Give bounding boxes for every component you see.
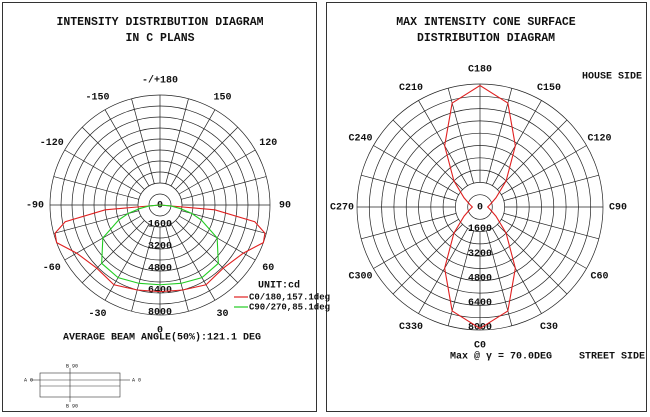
grid-spoke <box>361 174 457 201</box>
angle-tick-label: C180 <box>468 65 492 76</box>
r-tick-label: 8000 <box>148 308 172 319</box>
angle-tick-label: C330 <box>399 322 423 333</box>
annotation: Max @ γ = 70.0DEG <box>450 351 552 363</box>
angle-tick-label: -150 <box>85 92 109 103</box>
grid-ring <box>148 193 172 217</box>
r-tick-label: 3200 <box>468 249 492 260</box>
r-tick-label: 4800 <box>148 264 172 275</box>
grid-spoke <box>486 88 513 184</box>
grid-spoke <box>181 210 267 234</box>
grid-spoke <box>104 109 150 187</box>
left-panel <box>2 2 317 412</box>
annotation: HOUSE SIDE <box>582 72 642 83</box>
angle-tick-label: C60 <box>591 272 609 283</box>
grid-spoke <box>361 213 457 240</box>
luminaire-sketch <box>30 368 130 402</box>
grid-spoke <box>175 220 239 284</box>
grid-spoke <box>170 109 216 187</box>
grid-spoke <box>447 88 474 184</box>
chart-title: DISTRIBUTION DIAGRAM <box>417 32 555 45</box>
grid-spoke <box>53 176 139 200</box>
r-tick-label: 0 <box>157 201 163 212</box>
sketch-label: A 0 <box>132 377 141 383</box>
r-tick-label: 1600 <box>148 220 172 231</box>
angle-tick-label: 0 <box>157 326 163 337</box>
grid-spoke <box>392 119 463 190</box>
grid-spoke <box>165 98 189 184</box>
grid-spoke <box>175 126 239 190</box>
angle-tick-label: C150 <box>537 83 561 94</box>
grid-spoke <box>392 224 463 295</box>
grid-spoke <box>373 218 459 269</box>
angle-tick-label: 60 <box>262 263 274 274</box>
annotation: AVERAGE BEAM ANGLE(50%):121.1 DEG <box>63 332 261 344</box>
grid-spoke <box>503 174 599 201</box>
legend-label: C0/180,157.1deg <box>249 292 330 302</box>
grid-spoke <box>131 98 155 184</box>
grid-spoke <box>170 223 216 301</box>
r-tick-label: 3200 <box>148 242 172 253</box>
angle-tick-label: -90 <box>26 201 44 212</box>
angle-tick-label: -/+180 <box>142 75 178 87</box>
grid-spoke <box>181 176 267 200</box>
series-line <box>444 84 516 330</box>
right-panel <box>326 2 647 412</box>
series-line <box>101 204 219 286</box>
sketch-label: A 0 <box>24 377 33 383</box>
angle-tick-label: C270 <box>330 203 354 214</box>
angle-tick-label: C120 <box>588 134 612 145</box>
grid-spoke <box>501 218 587 269</box>
unit-label: UNIT:cd <box>258 280 300 292</box>
legend-label: C90/270,85.1deg <box>249 302 330 312</box>
grid-spoke <box>491 100 542 186</box>
grid-spoke <box>81 126 145 190</box>
angle-tick-label: C240 <box>348 134 372 145</box>
chart-title: MAX INTENSITY CONE SURFACE <box>396 16 576 29</box>
r-tick-label: 6400 <box>468 298 492 309</box>
angle-tick-label: -60 <box>43 263 61 274</box>
grid-spoke <box>178 149 256 195</box>
grid-spoke <box>418 228 469 314</box>
angle-tick-label: -30 <box>88 309 106 320</box>
angle-tick-label: 90 <box>279 201 291 212</box>
chart-title: IN C PLANS <box>125 32 194 45</box>
grid-spoke <box>131 226 155 312</box>
grid-spoke <box>497 119 568 190</box>
angle-tick-label: 120 <box>259 138 277 149</box>
sketch-label: B 90 <box>66 403 78 409</box>
angle-tick-label: C0 <box>474 341 486 352</box>
grid-spoke <box>418 100 469 186</box>
grid-spoke <box>491 228 542 314</box>
grid-spoke <box>53 210 139 234</box>
grid-spoke <box>373 145 459 196</box>
grid-spoke <box>165 226 189 312</box>
grid-spoke <box>497 224 568 295</box>
r-tick-label: 4800 <box>468 273 492 284</box>
sketch-label: B 90 <box>66 363 78 369</box>
chart-title: INTENSITY DISTRIBUTION DIAGRAM <box>56 16 263 29</box>
angle-tick-label: C210 <box>399 83 423 94</box>
angle-tick-label: C90 <box>609 203 627 214</box>
grid-spoke <box>501 145 587 196</box>
angle-tick-label: C300 <box>348 272 372 283</box>
grid-spoke <box>81 220 145 284</box>
grid-spoke <box>104 223 150 301</box>
annotation: STREET SIDE <box>579 352 645 363</box>
grid-spoke <box>64 149 142 195</box>
angle-tick-label: C30 <box>540 322 558 333</box>
angle-tick-label: 150 <box>213 92 231 103</box>
angle-tick-label: 30 <box>216 309 228 320</box>
r-tick-label: 1600 <box>468 224 492 235</box>
series-line <box>54 204 266 293</box>
angle-tick-label: -120 <box>40 138 64 149</box>
r-tick-label: 0 <box>477 203 483 214</box>
grid-ring <box>467 194 493 220</box>
grid-spoke <box>503 213 599 240</box>
